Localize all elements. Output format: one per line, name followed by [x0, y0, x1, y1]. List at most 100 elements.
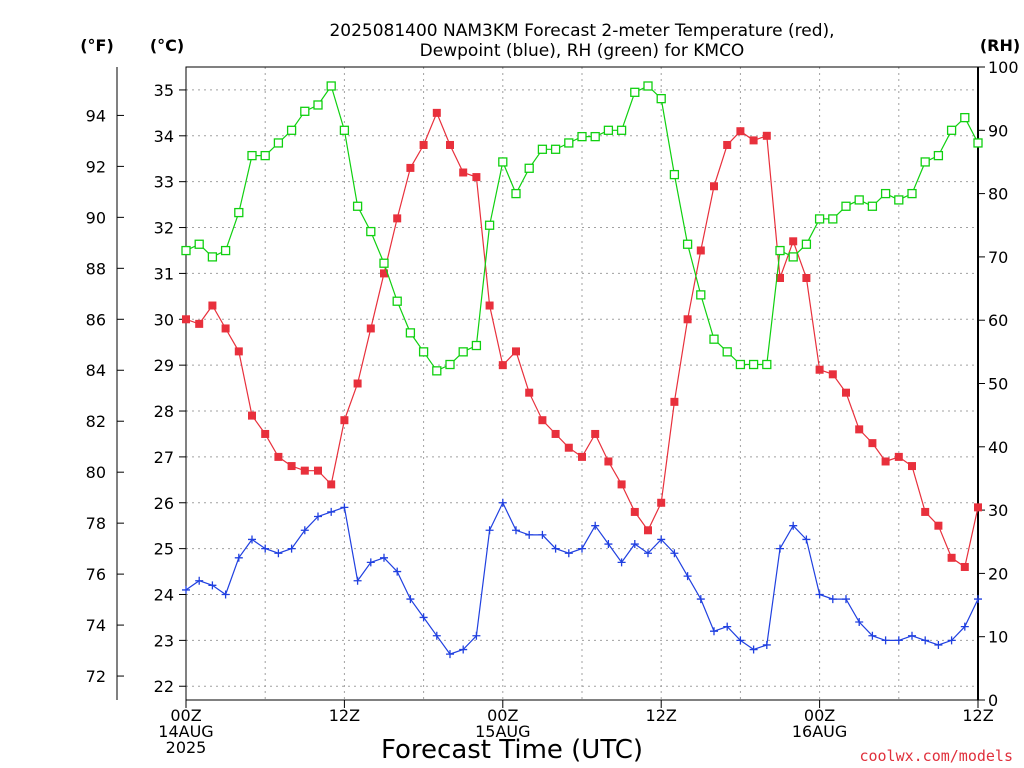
dewpoint-data-point [802, 535, 811, 544]
rh-data-point [220, 245, 231, 256]
dewpoint-data-point [380, 553, 388, 562]
rh-data-point [762, 359, 772, 370]
dewpoint-data-point [564, 549, 573, 558]
dewpoint-data-point [221, 590, 230, 599]
temperature-data-point [314, 466, 322, 475]
temperature-data-point [960, 562, 969, 571]
temperature-data-point [934, 521, 943, 530]
rh-data-point [564, 138, 574, 148]
rh-unit-label: (RH) [980, 36, 1020, 55]
dewpoint-data-point [974, 595, 982, 604]
temperature-data-point [894, 452, 903, 461]
rh-data-point [300, 106, 310, 116]
rh-data-point [352, 201, 363, 211]
celsius-unit-label: (°C) [150, 36, 184, 55]
temperature-data-point [208, 301, 217, 310]
dewpoint-data-point [459, 645, 468, 654]
rh-data-point [405, 328, 416, 338]
celsius-tick-label: 23 [154, 631, 174, 650]
temperature-data-point [736, 127, 745, 136]
dewpoint-data-point [842, 595, 850, 604]
temperature-data-point [353, 379, 362, 388]
rh-data-point [801, 239, 812, 249]
temperature-data-point [432, 108, 441, 117]
rh-data-point [828, 214, 838, 224]
rh-data-point [775, 245, 785, 256]
rh-data-point [656, 94, 666, 104]
rh-data-point [946, 125, 957, 135]
temperature-data-point [696, 246, 705, 255]
rh-data-point [709, 334, 719, 344]
temperature-data-point [300, 466, 309, 475]
rh-tick-label: 0 [988, 691, 998, 710]
x-tick-label: 16AUG [792, 722, 847, 741]
dewpoint-data-point [696, 595, 705, 604]
temperature-data-point [459, 168, 468, 177]
x-tick-label: 12Z [646, 706, 677, 725]
dewpoint-data-point [815, 590, 824, 599]
dewpoint-data-point [591, 521, 600, 530]
temperature-data-point [802, 274, 811, 282]
temperature-data-point [710, 182, 718, 191]
temperature-data-point [723, 140, 732, 149]
temperature-data-point [776, 274, 784, 282]
rh-data-point [788, 252, 798, 262]
temperature-data-point [683, 315, 692, 324]
dewpoint-data-point [248, 535, 256, 544]
rh-data-point [445, 359, 455, 370]
celsius-tick-label: 29 [154, 356, 174, 375]
celsius-tick-label: 32 [154, 219, 174, 238]
rh-data-point [484, 220, 495, 230]
dewpoint-data-point [578, 544, 586, 553]
dewpoint-data-point [617, 558, 626, 567]
x-tick-label: 00Z [804, 706, 835, 725]
dewpoint-data-point [670, 549, 679, 558]
celsius-tick-label: 24 [154, 586, 174, 605]
dewpoint-data-point [195, 576, 204, 585]
dewpoint-data-point [485, 526, 494, 535]
rh-tick-label: 20 [988, 564, 1008, 583]
rh-data-point [973, 138, 983, 148]
temperature-data-point [525, 388, 534, 397]
rh-data-point [247, 150, 257, 161]
temperature-data-point [234, 347, 243, 356]
dewpoint-data-point [525, 530, 534, 539]
temperature-data-point [564, 443, 573, 452]
rh-data-point [181, 245, 191, 256]
dewpoint-data-point [234, 553, 243, 562]
rh-data-point [432, 366, 442, 376]
dewpoint-data-point [393, 567, 402, 576]
dewpoint-data-point [406, 595, 415, 604]
rh-data-point [894, 195, 904, 205]
dewpoint-data-point [683, 572, 692, 581]
temperature-data-point [406, 163, 415, 172]
dewpoint-data-point [327, 507, 336, 516]
rh-data-point [326, 81, 336, 91]
rh-data-point [933, 150, 944, 161]
credit-link[interactable]: coolwx.com/models [859, 747, 1013, 765]
celsius-tick-label: 22 [154, 677, 174, 696]
dewpoint-data-point [472, 631, 481, 640]
celsius-tick-label: 35 [154, 81, 174, 100]
temperature-data-point [182, 315, 190, 324]
rh-data-point [735, 359, 746, 370]
temperature-data-point [828, 370, 837, 379]
rh-data-point [550, 144, 561, 154]
rh-tick-label: 90 [988, 121, 1008, 140]
temperature-data-point [881, 457, 890, 466]
grid-lines [186, 67, 978, 700]
rh-data-point [841, 201, 851, 211]
rh-data-point [511, 188, 521, 199]
fahrenheit-tick-label: 88 [86, 259, 106, 278]
rh-data-point [590, 131, 600, 142]
dewpoint-data-point [208, 581, 217, 590]
temperature-data-point [908, 462, 916, 471]
temperature-data-point [630, 507, 639, 516]
dewpoint-data-point [512, 526, 520, 535]
x-tick-label: 14AUG [158, 722, 213, 741]
rh-tick-label: 40 [988, 438, 1008, 457]
x-tick-label: 00Z [170, 706, 201, 725]
dewpoint-data-point [182, 585, 190, 594]
temperature-data-point [789, 237, 798, 246]
